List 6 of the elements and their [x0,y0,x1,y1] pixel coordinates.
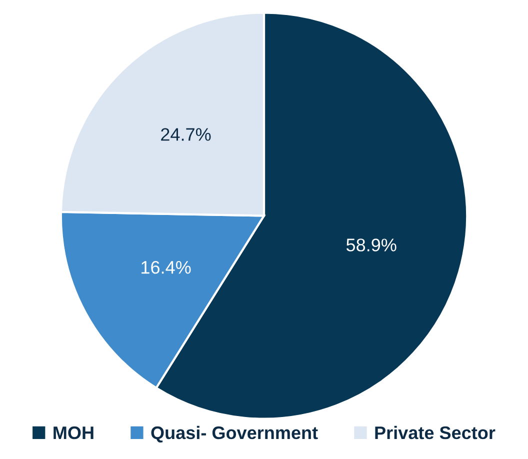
data-label: 58.9% [346,238,396,252]
data-label: 16.4% [142,260,191,274]
legend-label: Private Sector [375,426,496,440]
legend-label: Quasi- Government [151,426,318,443]
legend-label: MOH [54,426,94,440]
data-label: 24.7% [161,128,211,141]
